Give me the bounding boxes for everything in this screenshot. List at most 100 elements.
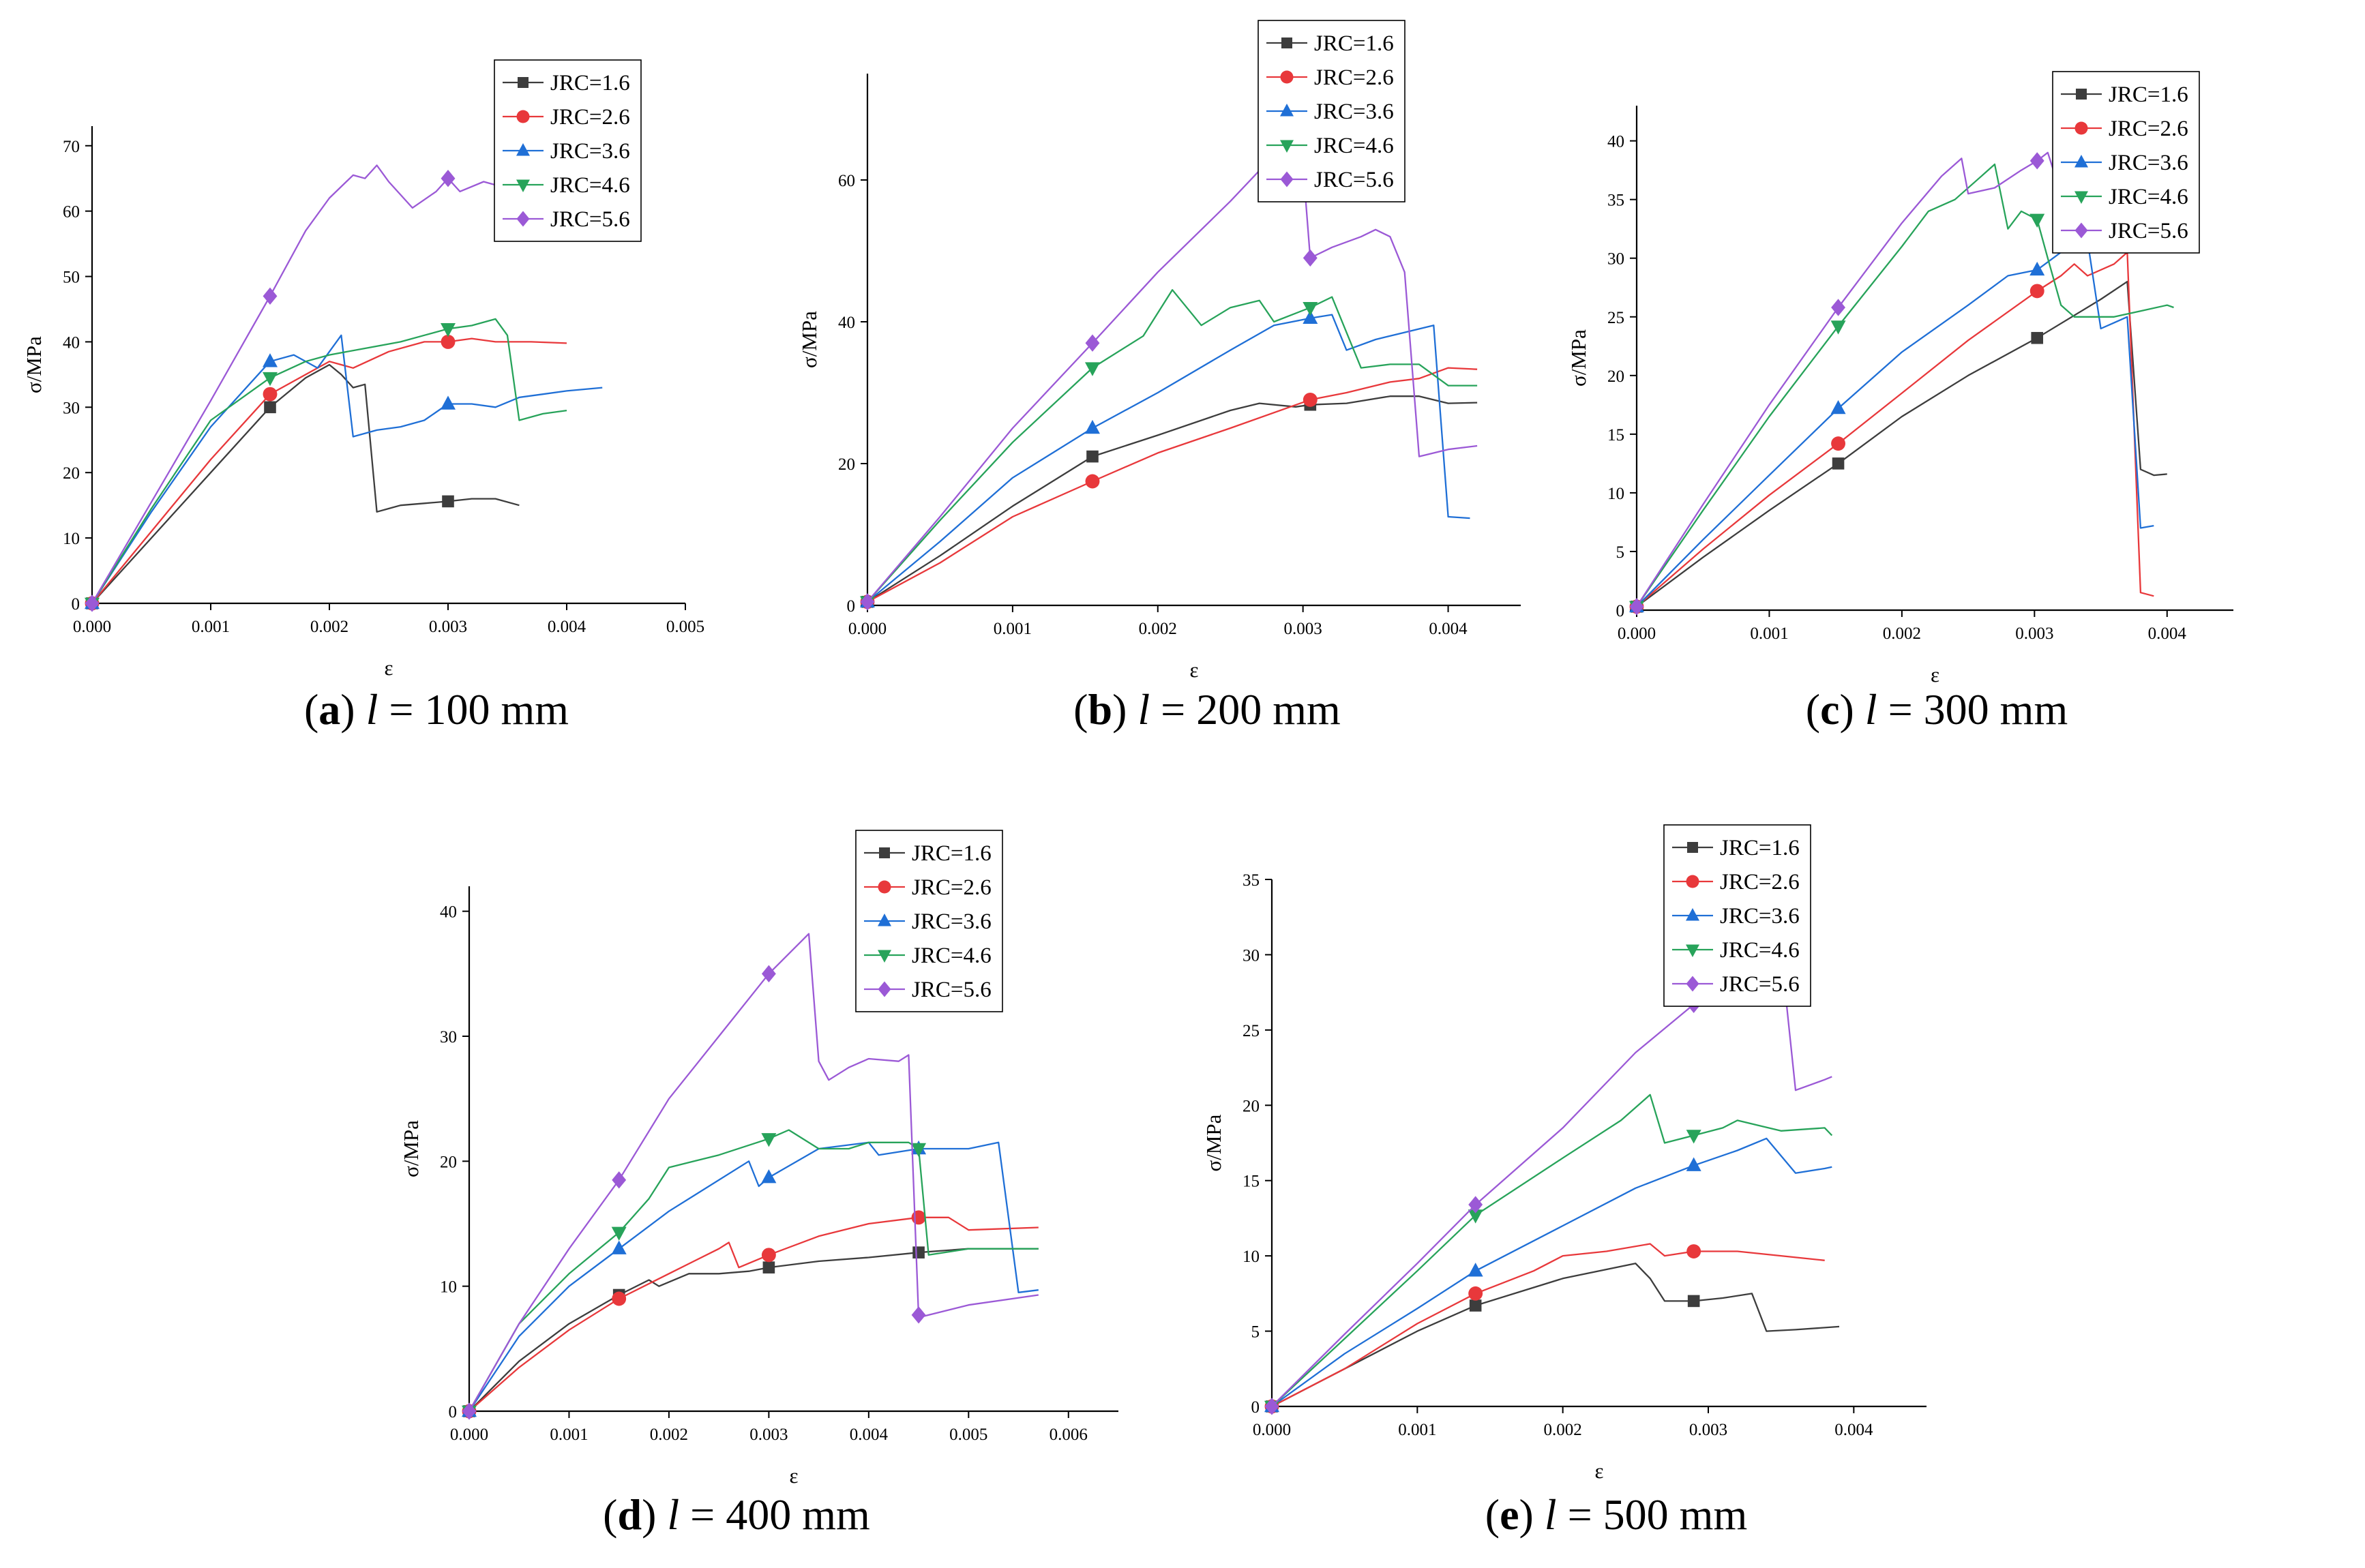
y-tick-label: 20 bbox=[1607, 367, 1624, 386]
y-tick-label: 15 bbox=[1243, 1173, 1260, 1191]
x-tick-label: 0.006 bbox=[1050, 1426, 1088, 1444]
data-point bbox=[762, 1261, 775, 1273]
series-line-jrc-1.6 bbox=[1636, 280, 2167, 607]
data-point bbox=[2029, 261, 2045, 276]
data-point bbox=[2029, 213, 2045, 228]
data-point bbox=[1085, 474, 1100, 489]
y-tick-label: 40 bbox=[440, 903, 457, 922]
series-line-jrc-4.6 bbox=[867, 289, 1478, 603]
y-tick-label: 35 bbox=[1243, 871, 1260, 890]
legend-label: JRC=4.6 bbox=[550, 173, 630, 198]
legend-label: JRC=1.6 bbox=[1314, 31, 1394, 56]
legend-label: JRC=1.6 bbox=[550, 71, 630, 95]
y-tick-label: 5 bbox=[1616, 543, 1625, 562]
x-tick-label: 0.000 bbox=[848, 620, 887, 638]
x-tick-label: 0.003 bbox=[1689, 1421, 1727, 1439]
data-point bbox=[611, 1226, 627, 1241]
data-point bbox=[1468, 1196, 1483, 1213]
x-tick-label: 0.004 bbox=[850, 1426, 889, 1444]
x-tick-label: 0.004 bbox=[548, 618, 586, 636]
x-tick-label: 0.005 bbox=[949, 1426, 987, 1444]
legend-label: JRC=1.6 bbox=[912, 841, 992, 866]
panel-caption: (c) l = 300 mm bbox=[1806, 685, 2068, 734]
y-tick-label: 35 bbox=[1607, 192, 1624, 210]
y-tick-label: 10 bbox=[1243, 1248, 1260, 1266]
legend: JRC=1.6 JRC=2.6 JRC=3.6 JRC=4.6 JRC=5.6 bbox=[1663, 824, 1811, 1007]
legend-marker bbox=[1686, 976, 1699, 992]
chart-panel-b: 0.000 0.001 0.002 0.003 0.004 0 20 40 60 ε σ/MPa JR… bbox=[797, 20, 1521, 734]
x-tick-label: 0.004 bbox=[2148, 624, 2187, 643]
legend-marker bbox=[878, 950, 891, 963]
series-line-jrc-3.6 bbox=[1636, 239, 2154, 607]
x-tick-label: 0.001 bbox=[1398, 1421, 1436, 1439]
data-point bbox=[263, 372, 278, 387]
data-point bbox=[761, 1133, 777, 1147]
legend-label: JRC=4.6 bbox=[2109, 185, 2188, 209]
legend-marker bbox=[516, 110, 530, 123]
data-point bbox=[1686, 1244, 1701, 1258]
legend-marker bbox=[878, 981, 891, 997]
legend-label: JRC=2.6 bbox=[1720, 870, 1800, 894]
legend-label: JRC=2.6 bbox=[2109, 117, 2188, 141]
y-tick-label: 0 bbox=[847, 597, 856, 616]
legend-label: JRC=5.6 bbox=[1720, 972, 1800, 997]
legend-label: JRC=4.6 bbox=[1720, 938, 1800, 963]
series-line-jrc-2.6 bbox=[867, 367, 1478, 603]
legend-marker bbox=[1280, 171, 1294, 187]
legend-label: JRC=4.6 bbox=[1314, 134, 1394, 158]
y-tick-label: 0 bbox=[449, 1403, 458, 1421]
series-line-jrc-3.6 bbox=[867, 314, 1470, 603]
data-point bbox=[1085, 334, 1100, 352]
data-point bbox=[2029, 152, 2044, 170]
legend-marker bbox=[1686, 944, 1699, 957]
x-tick-label: 0.000 bbox=[73, 618, 111, 636]
data-point bbox=[911, 1210, 926, 1225]
y-tick-label: 0 bbox=[72, 595, 80, 614]
x-tick-label: 0.001 bbox=[192, 618, 230, 636]
y-tick-label: 0 bbox=[1251, 1398, 1260, 1417]
y-tick-label: 10 bbox=[1607, 485, 1624, 503]
y-tick-label: 50 bbox=[63, 269, 80, 287]
legend-marker bbox=[516, 179, 530, 192]
series-line-jrc-5.6 bbox=[468, 933, 1039, 1412]
legend-label: JRC=3.6 bbox=[2109, 151, 2188, 175]
chart-panel-a: 0.000 0.001 0.002 0.003 0.004 0.005 0 10 20 30 40 5… bbox=[22, 59, 704, 734]
x-tick-label: 0.001 bbox=[1750, 624, 1788, 643]
data-point bbox=[441, 334, 456, 349]
chart-panel-c: 0.000 0.001 0.002 0.003 0.004 0 5 10 15 20 25 30 35 4… bbox=[1566, 71, 2233, 734]
legend-marker bbox=[516, 143, 530, 156]
x-tick-label: 0.002 bbox=[1139, 620, 1177, 638]
y-tick-label: 40 bbox=[63, 333, 80, 352]
data-point bbox=[1086, 450, 1099, 463]
x-tick-label: 0.003 bbox=[1284, 620, 1322, 638]
data-point bbox=[1303, 249, 1318, 267]
series-line-jrc-5.6 bbox=[867, 136, 1478, 603]
data-point bbox=[85, 594, 100, 612]
panel-caption: (e) l = 500 mm bbox=[1485, 1490, 1747, 1539]
chart-panel-d: 0.000 0.001 0.002 0.003 0.004 0.005 0.006 0 10 20… bbox=[399, 830, 1118, 1539]
y-tick-label: 60 bbox=[63, 203, 80, 222]
data-point bbox=[761, 965, 776, 982]
series-line-jrc-1.6 bbox=[468, 1248, 1039, 1412]
x-tick-label: 0.004 bbox=[1429, 620, 1468, 638]
legend-label: JRC=5.6 bbox=[2109, 219, 2188, 243]
y-tick-label: 25 bbox=[1243, 1022, 1260, 1040]
legend: JRC=1.6 JRC=2.6 JRC=3.6 JRC=4.6 JRC=5.6 bbox=[1258, 20, 1405, 202]
legend-marker bbox=[516, 211, 530, 227]
series-line-jrc-1.6 bbox=[1271, 1263, 1840, 1408]
y-tick-label: 10 bbox=[440, 1278, 457, 1297]
y-axis-label: σ/MPa bbox=[1566, 329, 1590, 387]
y-tick-label: 20 bbox=[1243, 1097, 1260, 1115]
x-tick-label: 0.000 bbox=[1618, 624, 1656, 643]
y-tick-label: 5 bbox=[1251, 1323, 1260, 1342]
data-point bbox=[264, 401, 276, 414]
series-line-jrc-2.6 bbox=[468, 1216, 1039, 1412]
y-axis-label: σ/MPa bbox=[797, 311, 821, 368]
legend-marker bbox=[1686, 875, 1699, 888]
data-point bbox=[611, 1240, 627, 1254]
x-tick-label: 0.004 bbox=[1834, 1421, 1873, 1439]
data-point bbox=[1629, 598, 1644, 616]
data-point bbox=[263, 387, 278, 402]
legend-marker bbox=[1280, 70, 1294, 84]
